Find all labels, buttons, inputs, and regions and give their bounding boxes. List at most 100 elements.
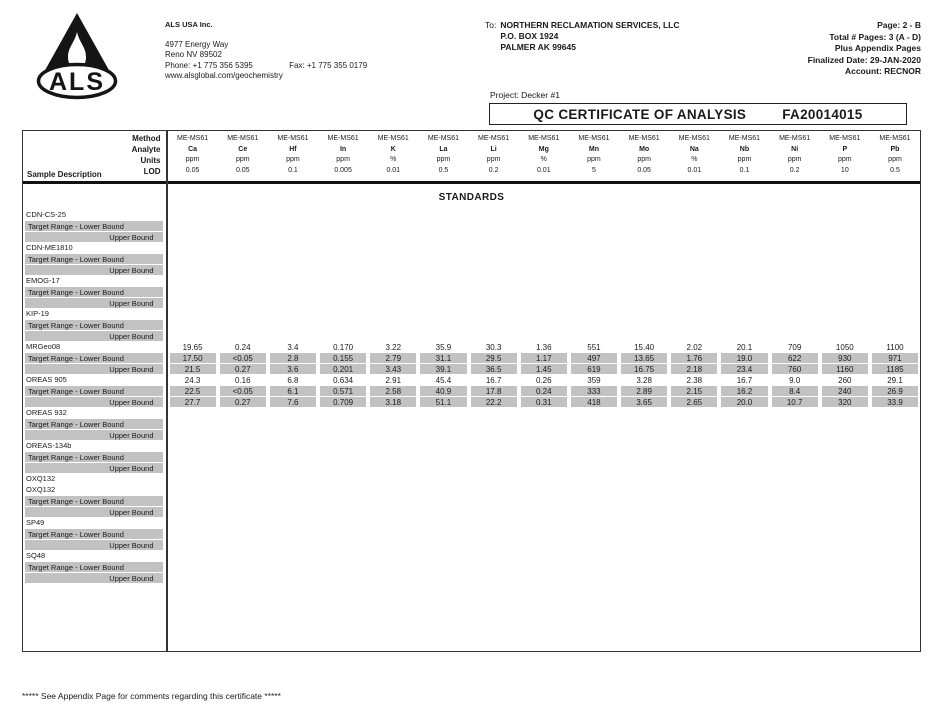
data-cell: [820, 528, 870, 539]
data-cell: [820, 451, 870, 462]
data-cell: [719, 275, 769, 286]
column-header-hf: ME-MS61 Hf ppm 0.1: [277, 135, 309, 174]
data-cell: [770, 253, 820, 264]
data-cell: [469, 286, 519, 297]
column-header-mo: ME-MS61 Mo ppm 0.05: [628, 135, 660, 174]
data-cell: [268, 572, 318, 583]
data-cell: 13.65: [619, 352, 669, 363]
data-cell: [469, 209, 519, 220]
data-cell: [770, 550, 820, 561]
data-cell: 1.45: [519, 363, 569, 374]
data-cell: [820, 297, 870, 308]
sample-name: KIP-19: [26, 309, 49, 318]
column-header-ce: ME-MS61 Ce ppm 0.05: [227, 135, 259, 174]
data-cell: [870, 275, 920, 286]
data-cell: [669, 429, 719, 440]
data-cell: [619, 253, 669, 264]
data-cell: 2.38: [686, 375, 703, 385]
data-cell: [318, 275, 368, 286]
data-cell: [318, 220, 368, 231]
data-cell: 3.43: [368, 363, 418, 374]
data-cell: <0.05: [218, 352, 268, 363]
logo-ellipse: [36, 62, 118, 100]
data-cell: [719, 528, 769, 539]
data-cell: 19.0: [719, 352, 769, 363]
data-cell: [218, 418, 268, 429]
target-range-row: Upper Bound: [23, 297, 920, 308]
data-cell: [168, 286, 218, 297]
data-cell: [469, 297, 519, 308]
sample-name: OREAS 932: [26, 408, 67, 417]
data-cell: [619, 517, 669, 528]
data-cell: [569, 517, 619, 528]
data-cell: [820, 253, 870, 264]
data-cell: [218, 330, 268, 341]
data-cell: [669, 308, 719, 319]
data-cell: 2.8: [268, 352, 318, 363]
data-cell: [569, 231, 619, 242]
data-cell: [218, 539, 268, 550]
target-upper-label: Upper Bound: [25, 363, 163, 374]
data-cell: [619, 308, 669, 319]
data-cell: [418, 231, 468, 242]
sample-name: MRGeo08: [26, 342, 61, 351]
data-cell: [168, 528, 218, 539]
data-cell: [418, 220, 468, 231]
column-header-la: ME-MS61 La ppm 0.5: [427, 135, 459, 174]
data-cell: [820, 550, 870, 561]
sample-name: SQ48: [26, 551, 46, 560]
data-cell: [569, 297, 619, 308]
target-range-row: Target Range - Lower Bound: [23, 528, 920, 539]
data-cell: [619, 418, 669, 429]
data-cell: [368, 297, 418, 308]
data-cell: [168, 550, 218, 561]
data-cell: [168, 517, 218, 528]
sample-description-header: Sample Description: [27, 170, 102, 179]
data-cell: 23.4: [719, 363, 769, 374]
data-cell: [719, 440, 769, 451]
target-lower-label: Target Range - Lower Bound: [25, 561, 163, 572]
data-cell: [619, 561, 669, 572]
target-upper-label: Upper Bound: [25, 330, 163, 341]
sample-name: OREAS 905: [26, 375, 67, 384]
data-cell: [318, 440, 368, 451]
target-range-row: Target Range - Lower Bound: [23, 451, 920, 462]
data-cell: [569, 319, 619, 330]
data-cell: [619, 242, 669, 253]
data-cell: [619, 220, 669, 231]
company-fax: Fax: +1 775 355 0179: [289, 60, 368, 70]
data-cell: [719, 517, 769, 528]
data-cell: [820, 231, 870, 242]
target-upper-label: Upper Bound: [25, 231, 163, 242]
data-cell: [719, 429, 769, 440]
data-cell: [418, 550, 468, 561]
data-cell: [519, 231, 569, 242]
data-cell: [168, 319, 218, 330]
data-cell: 22.2: [469, 396, 519, 407]
data-cell: 17.50: [168, 352, 218, 363]
data-cell: [318, 473, 368, 484]
data-cell: [168, 220, 218, 231]
target-range-row: Target Range - Lower Bound: [23, 561, 920, 572]
table-body: STANDARDS CDN-CS-25 Target Range - Lower …: [23, 184, 920, 583]
data-cell: [820, 462, 870, 473]
data-cell: [268, 495, 318, 506]
data-cell: [519, 418, 569, 429]
data-cell: [569, 484, 619, 495]
data-cell: [469, 572, 519, 583]
target-upper-label: Upper Bound: [25, 264, 163, 275]
data-cell: [719, 495, 769, 506]
sample-name-row: OREAS 932: [23, 407, 920, 418]
data-cell: [469, 407, 519, 418]
data-cell: [619, 264, 669, 275]
data-cell: [770, 473, 820, 484]
data-cell: 0.26: [536, 375, 552, 385]
data-cell: 0.31: [519, 396, 569, 407]
data-cell: [820, 264, 870, 275]
logo-flame: [68, 32, 86, 69]
data-cell: [418, 209, 468, 220]
data-cell: [870, 550, 920, 561]
data-cell: [569, 462, 619, 473]
